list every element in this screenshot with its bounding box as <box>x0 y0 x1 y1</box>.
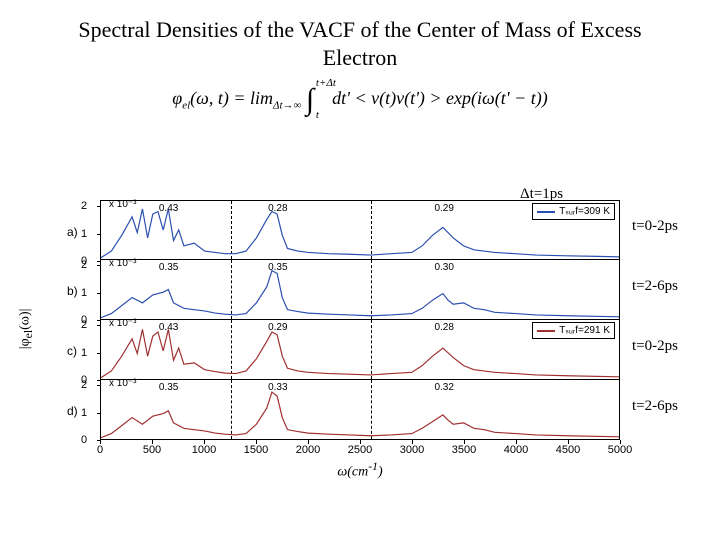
y-axis-label: |φel(ω)| <box>17 309 35 350</box>
y-tick: 2 <box>81 259 87 271</box>
peak-annotation: 0.28 <box>434 322 453 333</box>
peak-annotation: 0.29 <box>434 203 453 214</box>
y-tick: 1 <box>81 407 87 419</box>
chart-figure: |φel(ω)| a)012x 10⁻³0.430.280.29Tₛᵤᵣf=30… <box>60 200 620 480</box>
time-window-label: t=2-6ps <box>632 398 678 415</box>
x-tick: 3500 <box>452 444 476 456</box>
peak-annotation: 0.32 <box>434 382 453 393</box>
legend-text: Tₛᵤᵣf=291 K <box>559 325 610 336</box>
y-tick: 2 <box>81 379 87 391</box>
legend: Tₛᵤᵣf=309 K <box>532 203 615 220</box>
peak-annotation: 0.35 <box>159 382 178 393</box>
x-tick: 3000 <box>400 444 424 456</box>
peak-annotation: 0.33 <box>268 382 287 393</box>
y-tick: 1 <box>81 347 87 359</box>
time-window-label: t=2-6ps <box>632 278 678 295</box>
panel-id-label: a) <box>67 225 78 239</box>
x-tick: 500 <box>143 444 161 456</box>
time-window-label: t=0-2ps <box>632 338 678 355</box>
legend-swatch <box>537 330 555 332</box>
spectrum-panel-d: d)012x 10⁻³0.350.330.32 <box>100 380 620 440</box>
time-window-label: t=0-2ps <box>632 218 678 235</box>
spectrum-line <box>101 392 619 438</box>
spectrum-panel-b: b)012x 10⁻³0.350.350.30 <box>100 260 620 320</box>
x-tick: 2000 <box>296 444 320 456</box>
x-tick: 4500 <box>556 444 580 456</box>
equation: φel(ω, t) = limΔt→∞ ∫t+Δtt dt' < v(t)v(t… <box>0 77 720 125</box>
legend: Tₛᵤᵣf=291 K <box>532 322 615 339</box>
x-tick: 2500 <box>348 444 372 456</box>
peak-annotation: 0.35 <box>159 262 178 273</box>
x-tick: 1000 <box>192 444 216 456</box>
spectrum-panel-a: a)012x 10⁻³0.430.280.29Tₛᵤᵣf=309 K <box>100 200 620 260</box>
peak-annotation: 0.28 <box>268 203 287 214</box>
panel-id-label: c) <box>67 344 77 358</box>
x-tick: 1500 <box>244 444 268 456</box>
peak-annotation: 0.43 <box>159 322 178 333</box>
spectrum-panel-c: c)012x 10⁻³0.430.290.28Tₛᵤᵣf=291 K <box>100 320 620 380</box>
x-axis-label: ω(cm-1) <box>337 460 382 481</box>
peak-annotation: 0.43 <box>159 203 178 214</box>
x-tick: 4000 <box>504 444 528 456</box>
page-title: Spectral Densities of the VACF of the Ce… <box>0 0 720 77</box>
peak-annotation: 0.29 <box>268 322 287 333</box>
legend-swatch <box>537 211 555 213</box>
y-tick: 2 <box>81 319 87 331</box>
panel-id-label: d) <box>67 404 78 418</box>
peak-annotation: 0.35 <box>268 262 287 273</box>
x-axis: ω(cm-1) 05001000150020002500300035004000… <box>100 440 620 470</box>
y-tick: 1 <box>81 287 87 299</box>
legend-text: Tₛᵤᵣf=309 K <box>559 206 610 217</box>
x-tick: 5000 <box>608 444 632 456</box>
spectrum-line <box>101 271 619 318</box>
y-tick: 1 <box>81 228 87 240</box>
peak-annotation: 0.30 <box>434 262 453 273</box>
panel-id-label: b) <box>67 284 78 298</box>
y-tick: 0 <box>81 434 87 446</box>
y-tick: 2 <box>81 200 87 212</box>
x-tick: 0 <box>97 444 103 456</box>
